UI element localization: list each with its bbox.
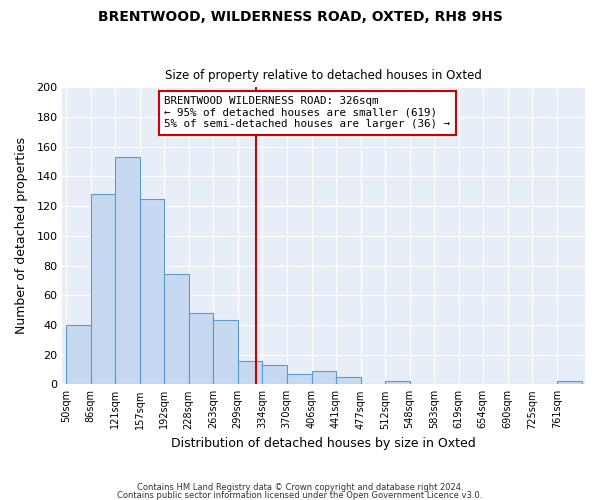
Bar — [336, 377, 361, 384]
X-axis label: Distribution of detached houses by size in Oxted: Distribution of detached houses by size … — [171, 437, 476, 450]
Y-axis label: Number of detached properties: Number of detached properties — [15, 138, 28, 334]
Text: Contains HM Land Registry data © Crown copyright and database right 2024.: Contains HM Land Registry data © Crown c… — [137, 484, 463, 492]
Bar — [385, 382, 410, 384]
Bar — [66, 325, 91, 384]
Bar — [557, 382, 581, 384]
Bar — [91, 194, 115, 384]
Bar — [262, 365, 287, 384]
Bar — [164, 274, 188, 384]
Title: Size of property relative to detached houses in Oxted: Size of property relative to detached ho… — [165, 69, 482, 82]
Bar — [115, 157, 140, 384]
Bar — [238, 360, 262, 384]
Bar — [188, 313, 213, 384]
Bar — [140, 198, 164, 384]
Text: Contains public sector information licensed under the Open Government Licence v3: Contains public sector information licen… — [118, 490, 482, 500]
Bar — [311, 371, 336, 384]
Text: BRENTWOOD WILDERNESS ROAD: 326sqm
← 95% of detached houses are smaller (619)
5% : BRENTWOOD WILDERNESS ROAD: 326sqm ← 95% … — [164, 96, 450, 130]
Bar — [213, 320, 238, 384]
Text: BRENTWOOD, WILDERNESS ROAD, OXTED, RH8 9HS: BRENTWOOD, WILDERNESS ROAD, OXTED, RH8 9… — [98, 10, 502, 24]
Bar — [287, 374, 311, 384]
